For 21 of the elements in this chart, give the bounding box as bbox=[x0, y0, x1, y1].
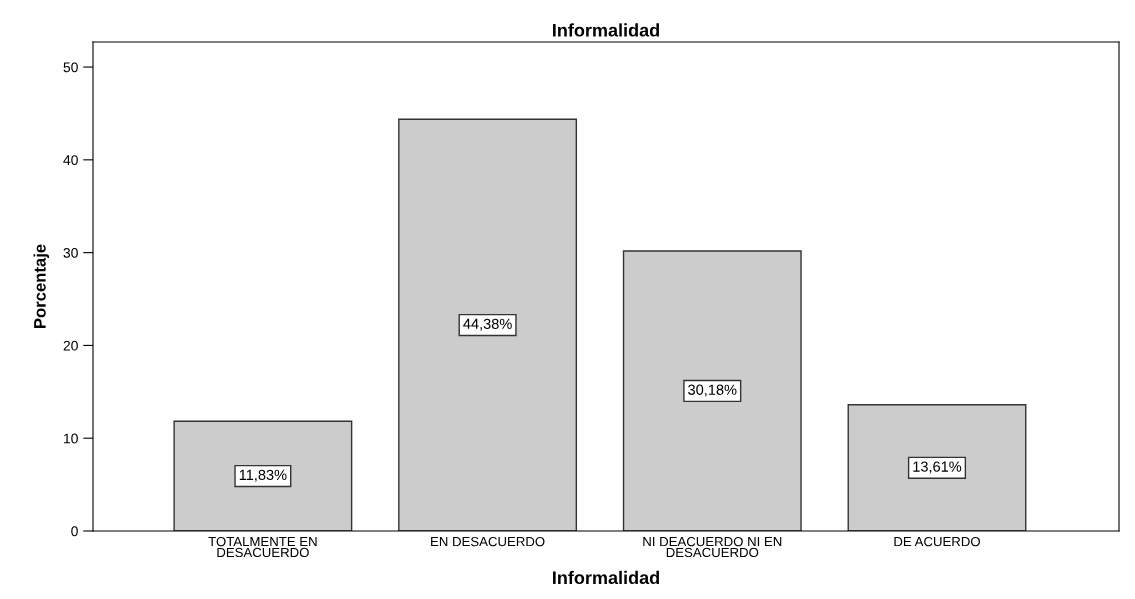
data-label: 11,83% bbox=[239, 469, 287, 482]
bar bbox=[398, 118, 578, 531]
x-axis-title: Informalidad bbox=[553, 570, 659, 585]
y-tick-label: 10 bbox=[64, 433, 78, 444]
chart-title: Informalidad bbox=[553, 23, 659, 37]
bar bbox=[847, 404, 1027, 531]
bar bbox=[173, 420, 353, 531]
x-tick-label: NI DEACUERDO NI EN DESACUERDO bbox=[643, 536, 782, 558]
x-tick-label: TOTALMENTE EN DESACUERDO bbox=[208, 536, 317, 558]
data-label: 44,38% bbox=[463, 318, 512, 331]
y-tick-label: 0 bbox=[71, 526, 78, 537]
y-tick-label: 30 bbox=[63, 247, 78, 258]
x-tick-label: EN DESACUERDO bbox=[431, 536, 545, 547]
y-tick-label: 20 bbox=[63, 340, 78, 351]
x-tick-label: DE ACUERDO bbox=[894, 536, 980, 547]
y-tick-label: 40 bbox=[63, 155, 78, 166]
data-label: 13,61% bbox=[913, 461, 962, 474]
y-tick-label: 50 bbox=[63, 62, 78, 73]
y-axis-title: Porcentaje bbox=[33, 244, 50, 328]
bar bbox=[622, 250, 802, 531]
data-label: 30,18% bbox=[688, 384, 737, 397]
